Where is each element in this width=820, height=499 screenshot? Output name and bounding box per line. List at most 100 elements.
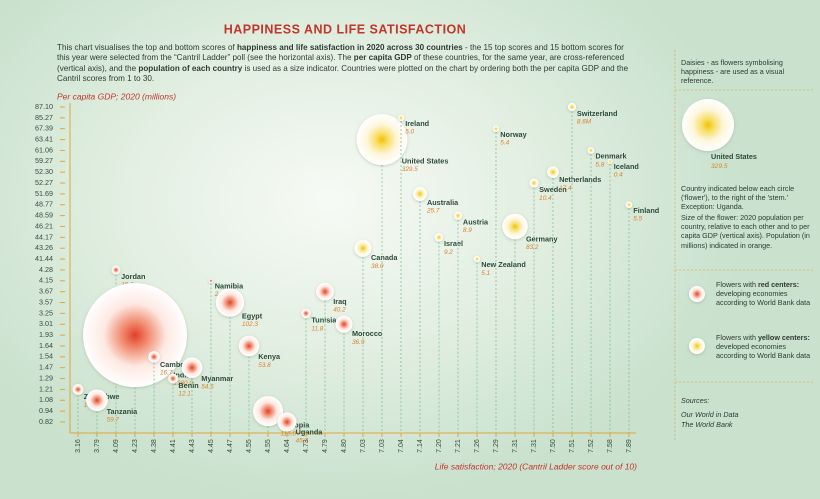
x-tick-label: 7.52 [588,439,595,453]
y-tick-label: 1.93 [39,330,53,339]
flower [397,114,405,121]
legend-text: Flowers with [716,280,758,289]
flower [547,166,559,179]
x-tick-label: 4.41 [170,439,177,453]
y-tick-label: 1.08 [39,395,53,404]
flower [277,412,297,432]
population-label: 1380.0 [173,380,193,387]
population-label: 115.0 [281,430,297,437]
source: Our World in Data [681,410,739,419]
country-name: Benin [178,381,198,390]
flower [473,255,481,263]
y-tick-label: 1.54 [39,352,53,361]
population-label: 25.7 [426,208,440,215]
population-label: 0.4 [614,172,623,179]
country-name: Germany [526,234,559,243]
population-label: 59.7 [107,417,120,424]
flower [354,239,372,257]
x-tick-label: 4.38 [151,439,158,453]
y-tick-label: 4.15 [39,276,53,285]
flower [82,283,188,388]
example-flower [682,99,734,151]
population-label: 38.0 [371,263,384,270]
chart-title: HAPPINESS AND LIFE SATISFACTION [224,22,467,36]
y-tick-label: 51.69 [35,189,53,198]
intro-text: This chart visualises the top and bottom… [57,43,237,52]
country-name: Canada [371,253,398,262]
x-tick-label: 4.23 [132,439,139,453]
country-name: India [173,370,191,379]
y-tick-label: 67.39 [35,124,53,133]
y-tick-label: 1.29 [39,373,53,382]
flower [181,357,203,379]
population-label: 54.5 [201,384,214,391]
flower [453,211,463,220]
x-tick-label: 3.79 [94,439,101,453]
country-name: Morocco [352,329,383,338]
x-tick-label: 7.31 [531,439,538,453]
x-tick-label: 4.45 [208,439,215,453]
country-name: Switzerland [577,109,618,118]
legend-entry: Flowers with yellow centers: developed e… [716,333,816,361]
country-name: Cambodia [160,360,196,369]
x-tick-label: 7.51 [569,439,576,453]
country-name: United States [402,156,449,165]
population-label: 5.5 [633,216,642,223]
y-tick-label: 0.82 [39,417,53,426]
y-tick-label: 48.59 [35,211,53,220]
y-tick-label: 59.27 [35,156,53,165]
x-tick-label: 7.29 [493,439,500,453]
x-tick-label: 4.73 [303,439,310,453]
intro-text: population of each country [138,63,243,73]
flower [529,178,539,188]
y-tick-label: 61.06 [35,145,53,154]
x-tick-label: 4.43 [189,439,196,453]
y-tick-label: 43.26 [35,243,53,252]
intro-text: of these countries, for the same year, a… [57,53,625,73]
x-tick-label: 4.64 [284,439,291,453]
x-tick-label: 4.55 [265,439,272,453]
x-tick-label: 7.50 [550,439,557,453]
population-label: 9.2 [444,249,453,256]
y-tick-label: 48.77 [35,200,53,209]
y-tick-label: 87.10 [35,102,53,111]
country-name: Tanzania [107,407,139,416]
x-tick-label: 3.16 [75,439,82,453]
legend-flower [689,338,705,354]
population-label: 53.8 [258,362,271,369]
flower [316,282,334,301]
flower [567,102,577,112]
y-axis-title: Per capita GDP; 2020 (millions) [57,91,176,101]
x-tick-label: 7.14 [417,439,424,453]
legend-text: developed economies according to World B… [716,342,811,361]
population-label: 5.1 [481,270,490,277]
x-tick-label: 7.03 [379,439,386,453]
legend-text: Flowers with [716,333,758,342]
flower [86,389,108,412]
x-axis-title: Life satisfaction; 2020 (Cantril Ladder … [435,461,637,471]
legend-entry: Flowers with red centers: developing eco… [716,280,816,308]
population-label: 17.4 [559,185,572,192]
country-name: Egypt [242,311,263,320]
country-name: Iceland [614,162,639,171]
flower [335,315,353,333]
country-name: Sweden [539,185,567,194]
legend-text: developing economies according to World … [716,289,811,308]
legend-flower [689,286,705,302]
y-tick-label: 46.21 [35,221,53,230]
country-name: Austria [463,217,489,226]
country-name: New Zealand [481,260,526,269]
population-label: 5.8 [595,161,604,168]
country-name: Namibia [215,281,244,290]
population-label: 40.2 [333,307,346,314]
x-tick-label: 7.21 [455,439,462,453]
source: The World Bank [681,420,733,429]
country-name: Kenya [258,352,281,361]
country-name: Myanmar [201,374,233,383]
legend-text: red centers: [757,280,800,289]
population-label: 16.7 [160,370,173,377]
y-tick-label: 0.94 [39,406,53,415]
intro-text: happiness and life satisfaction in 2020 … [236,43,463,52]
x-tick-label: 7.26 [474,439,481,453]
